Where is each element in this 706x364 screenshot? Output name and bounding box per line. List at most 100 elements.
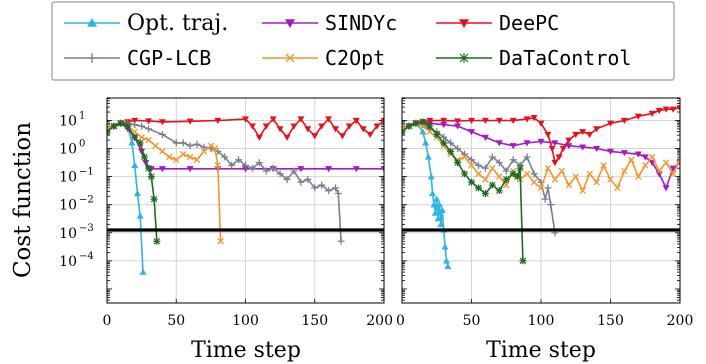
data-point-c2opt — [214, 162, 222, 169]
data-point-datacontrol — [117, 119, 125, 127]
data-point-deepc — [158, 119, 166, 126]
data-point-cgp-lcb — [131, 121, 139, 129]
data-point-c2opt — [614, 184, 621, 192]
data-point-sindyc — [634, 151, 642, 158]
data-point-sindyc — [523, 140, 531, 147]
data-point-c2opt — [489, 164, 496, 172]
data-point-datacontrol — [153, 237, 161, 245]
series-line-datacontrol — [402, 121, 524, 261]
data-point-deepc — [214, 117, 222, 124]
data-point-cgp-lcb — [495, 159, 503, 167]
y-tick-label: 10 — [59, 142, 77, 158]
x-tick-label: 0 — [103, 313, 112, 329]
data-point-c2opt — [166, 153, 173, 161]
data-point-datacontrol — [513, 173, 521, 181]
data-point-sindyc — [551, 140, 559, 147]
data-point-cgp-lcb — [179, 139, 187, 147]
data-point-deepc — [345, 123, 353, 130]
data-point-cgp-lcb — [530, 170, 538, 178]
data-point-cgp-lcb — [523, 153, 531, 161]
data-point-c2opt — [600, 162, 607, 169]
data-point-cgp-lcb — [481, 164, 489, 172]
data-point-deepc — [548, 145, 556, 153]
data-point-datacontrol — [519, 257, 527, 265]
series-line-c2opt — [107, 122, 222, 242]
data-point-deepc — [555, 154, 563, 161]
data-point-sindyc — [641, 154, 649, 161]
data-point-c2opt — [551, 176, 559, 183]
y-tick-exponent: 0 — [79, 139, 85, 150]
x-tick-label: 0 — [396, 313, 405, 329]
data-point-deepc — [145, 118, 153, 125]
data-point-c2opt — [172, 156, 180, 164]
data-point-sindyc — [440, 122, 448, 129]
y-tick-exponent: −2 — [79, 195, 94, 206]
data-point-datacontrol — [474, 184, 482, 192]
data-point-c2opt — [537, 184, 545, 192]
data-point-deepc — [352, 117, 360, 124]
data-point-deepc — [607, 120, 614, 127]
x-axis-label-right: Time step — [486, 338, 596, 363]
data-point-opt-traj — [424, 153, 432, 160]
data-point-c2opt — [628, 156, 635, 164]
data-point-c2opt — [621, 167, 628, 175]
data-point-deepc — [648, 110, 656, 117]
y-tick-label: 10 — [59, 254, 77, 270]
data-point-sindyc — [325, 166, 333, 173]
x-tick-label: 50 — [463, 313, 481, 329]
legend-entry-sindyc: SINDYc — [262, 11, 397, 35]
data-point-datacontrol — [516, 164, 524, 172]
x-tick-label: 200 — [667, 313, 694, 329]
data-point-deepc — [454, 118, 462, 125]
series-layer — [402, 105, 680, 270]
legend-marker-cgp-lcb — [87, 53, 97, 63]
data-point-cgp-lcb — [454, 145, 462, 153]
data-point-deepc — [380, 117, 384, 124]
data-point-c2opt — [586, 170, 593, 178]
x-axis-label-left: Time step — [191, 338, 301, 363]
data-point-deepc — [131, 117, 139, 124]
data-point-c2opt — [530, 178, 538, 186]
data-point-cgp-lcb — [262, 167, 270, 175]
data-point-datacontrol — [110, 122, 118, 130]
legend-marker-datacontrol — [459, 53, 469, 63]
data-point-c2opt — [159, 148, 166, 155]
legend-label-c2opt: C2Opt — [325, 46, 385, 70]
data-point-cgp-lcb — [311, 184, 319, 192]
y-tick-exponent: −4 — [79, 251, 94, 262]
data-point-sindyc — [186, 166, 194, 173]
data-point-c2opt — [468, 162, 475, 169]
data-point-datacontrol — [405, 122, 413, 130]
data-point-sindyc — [579, 144, 587, 151]
data-point-sindyc — [142, 159, 150, 167]
data-point-sindyc — [593, 145, 601, 153]
data-point-cgp-lcb — [193, 140, 201, 148]
data-point-opt-traj — [427, 173, 435, 180]
data-point-datacontrol — [502, 175, 510, 183]
data-point-deepc — [593, 126, 601, 133]
legend-entry-deepc: DeePC — [436, 11, 559, 35]
legend-frame — [51, 1, 675, 81]
data-point-sindyc — [669, 165, 677, 172]
data-point-c2opt — [523, 170, 531, 178]
data-point-opt-traj — [431, 209, 439, 216]
data-point-sindyc — [242, 166, 249, 173]
data-point-sindyc — [495, 140, 503, 147]
data-point-c2opt — [482, 176, 489, 183]
data-point-deepc — [255, 134, 263, 141]
data-point-deepc — [366, 131, 374, 139]
data-point-datacontrol — [140, 153, 148, 161]
y-tick-label: 10 — [59, 198, 77, 214]
data-point-c2opt — [579, 187, 586, 194]
data-point-datacontrol — [509, 170, 517, 178]
legend-label-datacontrol: DaTaControl — [499, 46, 631, 70]
data-point-c2opt — [648, 153, 656, 161]
legend: Opt. traj. SINDYc DeePC CGP-LCB C2Opt DaTaCon… — [51, 1, 675, 81]
data-point-c2opt — [593, 178, 600, 186]
data-point-cgp-lcb — [290, 167, 298, 175]
data-point-datacontrol — [131, 133, 139, 141]
data-point-cgp-lcb — [186, 142, 194, 150]
data-point-c2opt — [607, 176, 614, 183]
data-point-sindyc — [158, 166, 166, 173]
y-tick-exponent: −3 — [79, 223, 94, 234]
